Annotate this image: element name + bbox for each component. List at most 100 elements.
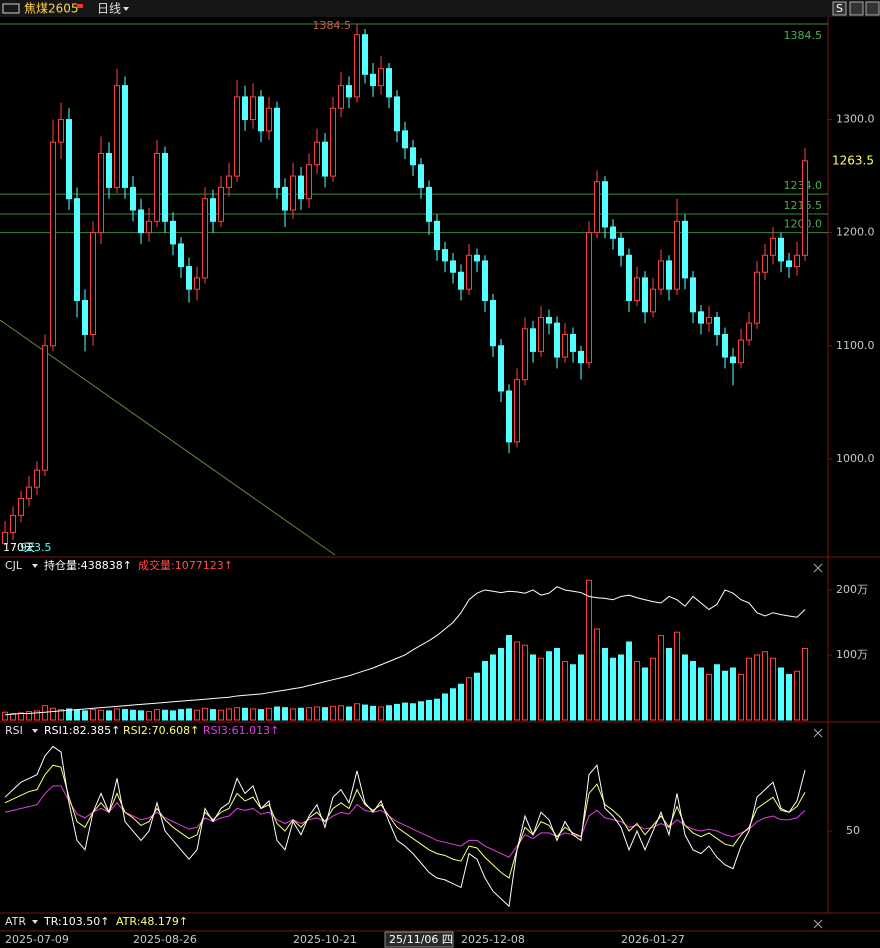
volume-bar (442, 693, 448, 721)
volume-bar (786, 673, 792, 721)
volume-bar (778, 667, 784, 721)
symbol[interactable]: 焦煤2605 (24, 2, 79, 16)
volume-bar (138, 710, 144, 721)
candle-body (50, 141, 56, 347)
candle-body (82, 300, 88, 335)
candle-body (786, 260, 792, 268)
candle-body (234, 96, 240, 177)
candle-body (330, 107, 336, 177)
volume-bar (674, 631, 680, 721)
volume-bar (498, 647, 504, 721)
candle-body (666, 260, 672, 290)
button-s-label[interactable]: S (836, 2, 843, 15)
candle-body (546, 316, 552, 324)
candle-body (450, 260, 456, 273)
volume-bar (634, 660, 640, 721)
volume-bar (98, 709, 104, 721)
candle-body (362, 34, 368, 75)
volume-bar (66, 708, 72, 721)
candle-body (794, 254, 800, 268)
legend-item: 持仓量:438838↑ (44, 558, 132, 572)
candle-body (594, 181, 600, 234)
close-icon[interactable] (813, 728, 823, 738)
volume-bar (610, 657, 616, 721)
button-menu[interactable] (849, 1, 864, 16)
volume-bar (306, 707, 312, 721)
volume-bar (714, 664, 720, 721)
volume-bar (562, 660, 568, 721)
button-window[interactable] (865, 1, 880, 16)
volume-bar (2, 711, 8, 721)
candle-body (314, 141, 320, 166)
volume-bar (426, 699, 432, 721)
volume-bar (146, 711, 152, 721)
dropdown-arrow[interactable] (123, 7, 129, 11)
candle-body (242, 96, 248, 121)
dropdown-arrow[interactable] (32, 920, 38, 924)
volume-bar (130, 709, 136, 721)
candle-body (610, 226, 616, 239)
volume-bar (274, 706, 280, 721)
candle-body (34, 469, 40, 488)
x-tick-label: 2026-01-27 (621, 933, 685, 946)
volume-bar (730, 667, 736, 721)
candle-body (306, 164, 312, 200)
candle-body (474, 254, 480, 262)
volume-bar (434, 698, 440, 721)
candle-body (762, 254, 768, 273)
y-tick-label: 100万 (836, 648, 868, 661)
candle-body (466, 254, 472, 290)
candle-body (74, 198, 80, 302)
candle-body (386, 68, 392, 98)
volume-bar (602, 647, 608, 721)
volume-bar (202, 707, 208, 721)
volume-bar (298, 707, 304, 721)
y-tick-label: 1000.0 (836, 452, 875, 465)
volume-bar (762, 651, 768, 721)
candle-body (738, 339, 744, 364)
volume-bar (770, 657, 776, 721)
volume-bar (546, 651, 552, 721)
volume-bar (626, 641, 632, 721)
close-icon[interactable] (813, 919, 823, 929)
candle-body (642, 277, 648, 313)
legend-item: TR:103.50↑ (43, 915, 109, 928)
volume-bar (754, 654, 760, 721)
volume-bar (402, 702, 408, 721)
indicator-name[interactable]: CJL (5, 559, 23, 572)
period[interactable]: 日线 (97, 2, 121, 16)
volume-bar (722, 670, 728, 721)
candle-body (122, 85, 128, 188)
volume-bar (314, 706, 320, 721)
y-tick-label: 1100.0 (836, 339, 875, 352)
volume-bar (682, 654, 688, 721)
symbol-icon[interactable] (2, 3, 20, 14)
close-icon[interactable] (813, 563, 823, 573)
y-tick-label: 1300.0 (836, 113, 875, 126)
candle-body (170, 220, 176, 245)
dropdown-arrow[interactable] (32, 729, 38, 733)
volume-bar (554, 647, 560, 721)
volume-bar (218, 709, 224, 721)
candle-body (10, 514, 16, 533)
volume-bar (58, 709, 64, 721)
candle-body (442, 249, 448, 262)
candle-body (298, 175, 304, 200)
candle-body (58, 119, 64, 143)
indicator-name[interactable]: ATR (5, 915, 26, 928)
x-tick-label: 2025-12-08 (461, 933, 525, 946)
candle-body (394, 96, 400, 132)
volume-bar (370, 705, 376, 721)
candle-body (802, 160, 808, 256)
volume-bar (594, 628, 600, 721)
volume-bar (82, 710, 88, 721)
button-s[interactable] (832, 1, 847, 16)
candle-body (538, 316, 544, 352)
volume-bar (458, 683, 464, 721)
candle-body (602, 181, 608, 228)
dropdown-arrow[interactable] (32, 564, 38, 568)
indicator-name[interactable]: RSI (5, 724, 23, 737)
candle-body (698, 311, 704, 324)
candle-body (162, 152, 168, 222)
volume-bar (10, 712, 16, 721)
